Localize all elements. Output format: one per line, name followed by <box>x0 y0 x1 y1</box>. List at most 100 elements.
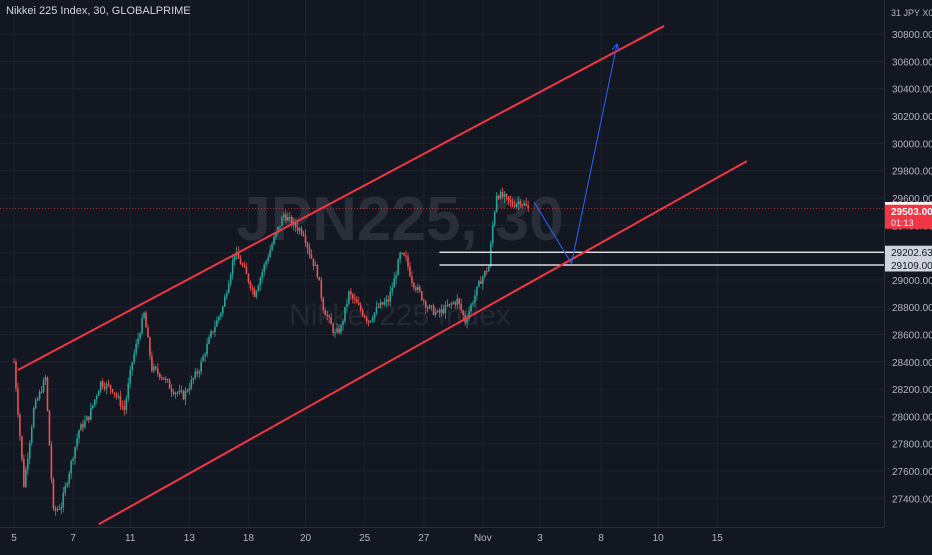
candle-body <box>196 371 199 374</box>
candle-body <box>448 303 451 306</box>
candle-body <box>357 302 360 305</box>
candle <box>123 400 126 416</box>
candle <box>523 200 526 206</box>
candle <box>426 305 429 313</box>
candle-body <box>501 192 504 198</box>
candle-body <box>80 424 82 431</box>
candle-body <box>426 307 429 309</box>
candle <box>180 385 183 394</box>
candle-body <box>298 228 301 231</box>
y-tick-label: 28600.00 <box>892 330 932 341</box>
candle-body <box>247 273 250 282</box>
candle <box>507 195 510 206</box>
candle-body <box>162 377 165 380</box>
candle <box>88 416 90 424</box>
candle <box>216 316 218 327</box>
candle <box>283 211 285 221</box>
candle <box>166 378 169 383</box>
candle-body <box>470 304 472 312</box>
candle-body <box>344 306 346 322</box>
candle-body <box>281 217 283 226</box>
candle-body <box>340 325 342 333</box>
candle <box>281 215 283 227</box>
candle-body <box>82 424 84 428</box>
y-tick-label: 28000.00 <box>892 412 932 423</box>
candle-body <box>157 368 159 374</box>
candle <box>32 406 35 429</box>
candle <box>383 297 386 306</box>
candle <box>182 389 185 401</box>
candle <box>285 209 287 224</box>
candle <box>346 298 348 313</box>
candle <box>259 275 262 291</box>
candle-body <box>458 298 461 304</box>
candle <box>135 339 137 357</box>
candle <box>424 299 427 314</box>
candle <box>486 267 488 275</box>
candle-body <box>312 258 315 266</box>
candle-body <box>273 236 275 245</box>
candle-body <box>202 356 204 361</box>
candle-body <box>417 286 419 290</box>
candle <box>121 400 124 411</box>
candle-body <box>32 408 35 428</box>
candle <box>245 262 248 274</box>
candle-body <box>419 286 421 292</box>
candle-body <box>527 205 529 209</box>
candle <box>233 255 236 266</box>
channel-upper-line <box>17 25 665 371</box>
candle <box>515 202 518 210</box>
candle-body <box>411 276 413 283</box>
candle-body <box>493 211 496 225</box>
candle <box>218 315 220 323</box>
candle-body <box>265 261 267 265</box>
candle <box>452 300 455 305</box>
candle <box>46 376 49 412</box>
candle-body <box>316 264 319 278</box>
candle-body <box>111 389 114 393</box>
candle-body <box>78 430 80 439</box>
candle <box>420 290 423 302</box>
candle-body <box>176 392 179 394</box>
candle-body <box>263 264 265 273</box>
candle-body <box>324 310 327 316</box>
candle <box>316 263 319 279</box>
candle-body <box>212 331 214 333</box>
candle-body <box>194 371 197 379</box>
candle <box>103 381 106 392</box>
candle <box>151 351 153 373</box>
candle-body <box>389 291 392 302</box>
candle <box>80 422 82 431</box>
candle-body <box>42 380 45 393</box>
candle-body <box>90 408 92 420</box>
candle <box>251 284 254 295</box>
candle-body <box>115 394 118 397</box>
candle-body <box>359 304 362 311</box>
candle-body <box>476 286 478 296</box>
candle-body <box>117 396 120 398</box>
candle-body <box>174 392 177 395</box>
level-badge-bg <box>885 245 932 259</box>
candle-body <box>220 313 222 317</box>
candle-body <box>23 458 25 487</box>
candle-body <box>56 508 59 511</box>
candle-body <box>478 281 480 287</box>
candle-body <box>231 260 234 275</box>
candle <box>454 300 457 309</box>
candle-body <box>523 203 526 205</box>
candle-body <box>415 287 417 290</box>
candle-body <box>334 332 336 334</box>
candle-body <box>200 360 202 372</box>
candle <box>330 312 332 325</box>
candle <box>287 212 289 222</box>
candle <box>403 252 405 257</box>
candle <box>387 295 390 306</box>
candle-body <box>346 303 348 307</box>
candle-body <box>17 388 19 415</box>
candle-body <box>48 410 51 446</box>
candle <box>170 384 173 398</box>
candle-body <box>93 399 96 406</box>
candle-body <box>397 259 399 276</box>
